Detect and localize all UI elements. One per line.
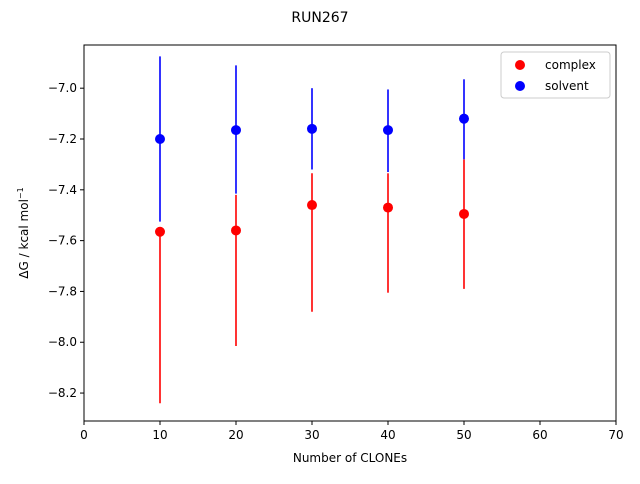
x-tick-label: 70 bbox=[608, 428, 623, 442]
x-tick-label: 30 bbox=[304, 428, 319, 442]
data-point-solvent bbox=[231, 125, 241, 136]
legend-marker-solvent bbox=[515, 81, 525, 91]
y-tick-label: −8.2 bbox=[48, 386, 77, 400]
legend-label-complex: complex bbox=[545, 58, 596, 72]
data-point-complex bbox=[307, 200, 317, 211]
x-axis: 0 10 20 30 40 50 60 70 bbox=[80, 421, 624, 442]
legend-marker-complex bbox=[515, 60, 525, 70]
legend-box bbox=[500, 51, 611, 99]
plot-area bbox=[155, 56, 469, 404]
chart-title: RUN267 bbox=[291, 10, 348, 26]
y-tick-label: −8.0 bbox=[48, 335, 77, 349]
data-point-solvent bbox=[307, 123, 317, 134]
data-point-solvent bbox=[459, 113, 469, 124]
y-axis-label-main: ΔG / kcal mol bbox=[17, 199, 31, 279]
data-point-complex bbox=[231, 225, 241, 236]
data-point-solvent bbox=[383, 125, 393, 136]
x-tick-label: 10 bbox=[152, 428, 167, 442]
x-tick-label: 0 bbox=[80, 428, 88, 442]
data-point-complex bbox=[459, 208, 469, 219]
x-tick-label: 20 bbox=[228, 428, 243, 442]
data-point-solvent bbox=[155, 134, 165, 144]
x-tick-label: 40 bbox=[380, 428, 395, 442]
y-tick-label: −7.4 bbox=[48, 183, 77, 197]
y-axis-label: ΔG / kcal mol−1 bbox=[16, 187, 31, 278]
y-tick-label: −7.0 bbox=[48, 81, 77, 95]
y-tick-label: −7.8 bbox=[48, 284, 77, 298]
y-axis-label-superscript: −1 bbox=[16, 187, 25, 199]
axes-frame bbox=[83, 44, 617, 422]
legend: complex solvent bbox=[500, 51, 611, 99]
y-tick-label: −7.2 bbox=[48, 132, 77, 146]
y-axis: −8.2 −8.0 −7.8 −7.6 −7.4 −7.2 −7.0 bbox=[48, 81, 84, 400]
data-point-complex bbox=[383, 202, 393, 213]
x-axis-label: Number of CLONEs bbox=[293, 451, 407, 465]
x-tick-label: 50 bbox=[456, 428, 471, 442]
legend-label-solvent: solvent bbox=[545, 79, 589, 93]
y-tick-label: −7.6 bbox=[48, 234, 77, 248]
x-tick-label: 60 bbox=[532, 428, 547, 442]
data-point-complex bbox=[155, 226, 165, 237]
